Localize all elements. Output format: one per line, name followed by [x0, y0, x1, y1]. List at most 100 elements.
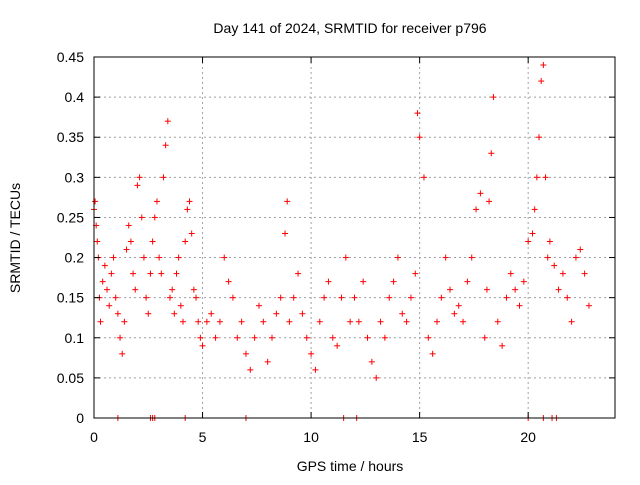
data-point [104, 286, 111, 293]
data-point [156, 254, 163, 261]
data-point [460, 318, 467, 325]
data-point [112, 294, 119, 301]
data-point [160, 174, 167, 181]
data-point [468, 254, 475, 261]
data-point [158, 270, 165, 277]
data-point [329, 334, 336, 341]
data-point [251, 334, 258, 341]
data-point [429, 350, 436, 357]
data-point [182, 238, 189, 245]
data-point [334, 342, 341, 349]
y-tick-label: 0.25 [57, 209, 84, 225]
data-point [269, 334, 276, 341]
data-point [134, 182, 141, 189]
data-point [414, 110, 421, 117]
data-point [503, 294, 510, 301]
data-point [536, 134, 543, 141]
data-point [312, 366, 319, 373]
y-tick-label: 0.3 [65, 169, 85, 185]
data-point [295, 270, 302, 277]
data-point [464, 278, 471, 285]
data-point [373, 374, 380, 381]
data-point [101, 262, 108, 269]
axis-layer: 0 0.05 0.1 0.15 0.2 0.25 0.3 0.35 0.4 0.45 0 5 10 15 2… [57, 49, 615, 445]
data-point [581, 270, 588, 277]
data-point [308, 350, 315, 357]
data-point [151, 214, 158, 221]
data-point [138, 214, 145, 221]
data-point [486, 198, 493, 205]
data-point [177, 302, 184, 309]
data-point [477, 190, 484, 197]
data-point [234, 334, 241, 341]
x-tick-label: 5 [199, 429, 207, 445]
data-point [110, 254, 117, 261]
data-point [203, 318, 210, 325]
data-point [360, 278, 367, 285]
data-point [140, 254, 147, 261]
chart-title: Day 141 of 2024, SRMTID for receiver p79… [213, 20, 486, 36]
data-point [180, 318, 187, 325]
data-point [221, 254, 228, 261]
data-point [425, 334, 432, 341]
data-point [368, 358, 375, 365]
data-point [153, 198, 160, 205]
data-point [212, 334, 219, 341]
data-point [255, 302, 262, 309]
y-tick-label: 0.4 [65, 89, 85, 105]
data-point [533, 174, 540, 181]
data-point [559, 270, 566, 277]
data-point [303, 334, 310, 341]
data-point [377, 318, 384, 325]
data-point [412, 270, 419, 277]
data-point [193, 294, 200, 301]
data-point [538, 78, 545, 85]
data-point [190, 286, 197, 293]
data-point [342, 254, 349, 261]
data-point [225, 278, 232, 285]
y-tick-label: 0.15 [57, 290, 84, 306]
data-point [494, 318, 501, 325]
data-point [132, 286, 139, 293]
data-point [394, 254, 401, 261]
data-point [520, 278, 527, 285]
data-point [143, 294, 150, 301]
data-point [166, 294, 173, 301]
data-point [390, 278, 397, 285]
data-point [473, 206, 480, 213]
data-point [99, 278, 106, 285]
data-point [529, 230, 536, 237]
data-points-layer [91, 62, 592, 421]
data-point [403, 318, 410, 325]
y-tick-label: 0 [76, 410, 84, 426]
y-tick-label: 0.1 [65, 330, 85, 346]
data-point [125, 222, 132, 229]
data-point [247, 366, 254, 373]
data-point [147, 270, 154, 277]
data-point [199, 342, 206, 349]
data-point [447, 286, 454, 293]
data-point [451, 310, 458, 317]
data-point [420, 174, 427, 181]
y-tick-label: 0.05 [57, 370, 84, 386]
data-point [321, 294, 328, 301]
data-point [542, 174, 549, 181]
data-point [525, 238, 532, 245]
data-point [355, 318, 362, 325]
data-point [577, 246, 584, 253]
x-tick-label: 0 [90, 429, 98, 445]
data-point [516, 302, 523, 309]
data-point [136, 174, 143, 181]
x-tick-label: 10 [303, 429, 319, 445]
data-point [512, 286, 519, 293]
data-point [351, 294, 358, 301]
data-point [540, 62, 547, 69]
data-point [568, 318, 575, 325]
data-point [438, 294, 445, 301]
data-point [145, 310, 152, 317]
data-point [123, 246, 130, 253]
data-point [149, 238, 156, 245]
data-point [229, 294, 236, 301]
data-point [381, 334, 388, 341]
